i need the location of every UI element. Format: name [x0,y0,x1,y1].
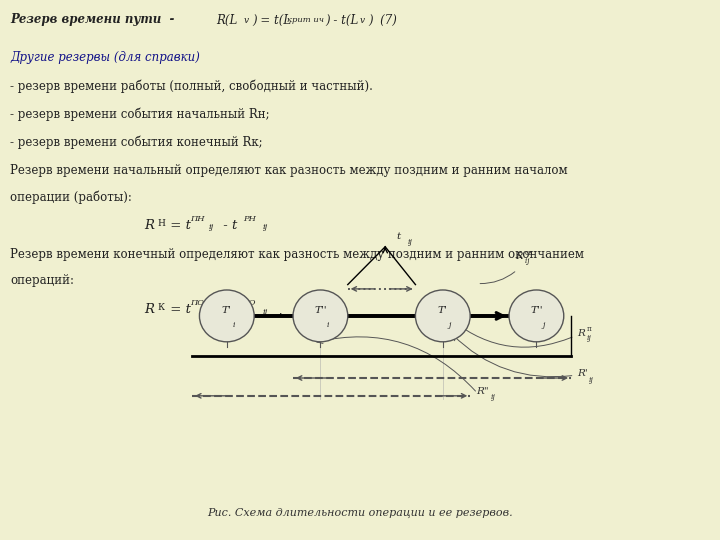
Text: Резерв времени начальный определяют как разность между поздним и ранним началом: Резерв времени начальный определяют как … [10,164,567,177]
Text: - t: - t [219,219,238,232]
Text: i: i [233,321,235,328]
Text: ij: ij [524,257,528,265]
Text: - резерв времени события начальный Rн;: - резерв времени события начальный Rн; [10,108,270,122]
Text: ij: ij [490,394,495,401]
Text: i: i [326,321,329,328]
Text: ПО: ПО [190,299,204,307]
Text: св: св [524,248,532,256]
Ellipse shape [293,290,348,342]
Text: v: v [360,16,365,25]
Text: операции (работы):: операции (работы): [10,190,132,204]
Text: Рис. Схема длительности операции и ее резервов.: Рис. Схема длительности операции и ее ре… [207,508,513,518]
Text: п: п [587,325,592,333]
Text: ij: ij [587,334,592,342]
Text: R(L: R(L [216,14,238,26]
Text: Н: Н [157,219,165,228]
Text: крит ич: крит ич [287,16,324,24]
Text: - резерв времени работы (полный, свободный и частный).: - резерв времени работы (полный, свободн… [10,80,373,93]
Text: ) = t(L: ) = t(L [252,14,291,26]
Text: К: К [157,303,164,312]
Text: R": R" [476,387,489,396]
Text: ij: ij [262,224,267,231]
Text: РО: РО [243,299,256,307]
Text: T'': T'' [530,306,543,315]
Text: R: R [144,219,154,232]
Text: T'': T'' [314,306,327,315]
Text: Резерв времени конечный определяют как разность между поздним и ранним окончание: Резерв времени конечный определяют как р… [10,248,584,261]
Text: операций:: операций: [10,274,74,287]
Text: R': R' [577,369,588,378]
Text: ij: ij [408,238,413,246]
Ellipse shape [509,290,564,342]
Text: )  (7): ) (7) [369,14,397,26]
Text: ij: ij [209,308,214,316]
Text: ij: ij [262,308,267,316]
Text: = t: = t [166,303,191,316]
Text: ij: ij [589,376,594,383]
Text: ПН: ПН [190,215,204,222]
Text: = t: = t [166,219,191,232]
Text: Резерв времени пути  -: Резерв времени пути - [10,14,174,26]
Text: R: R [577,329,585,338]
Text: R: R [515,252,522,261]
Text: v: v [243,16,248,25]
Text: T': T' [222,306,232,315]
Text: T': T' [438,306,448,315]
Ellipse shape [415,290,470,342]
Text: ,: , [274,303,282,316]
Text: R: R [144,303,154,316]
Text: t: t [396,232,400,241]
Text: j: j [449,321,451,328]
Text: ) - t(L: ) - t(L [325,14,359,26]
Text: ij: ij [209,224,214,231]
Text: j: j [542,321,545,328]
Text: - резерв времени события конечный Rк;: - резерв времени события конечный Rк; [10,136,263,149]
Ellipse shape [199,290,254,342]
Text: РН: РН [243,215,256,222]
Text: - t: - t [219,303,238,316]
Text: Другие резервы (для справки): Другие резервы (для справки) [10,51,200,64]
